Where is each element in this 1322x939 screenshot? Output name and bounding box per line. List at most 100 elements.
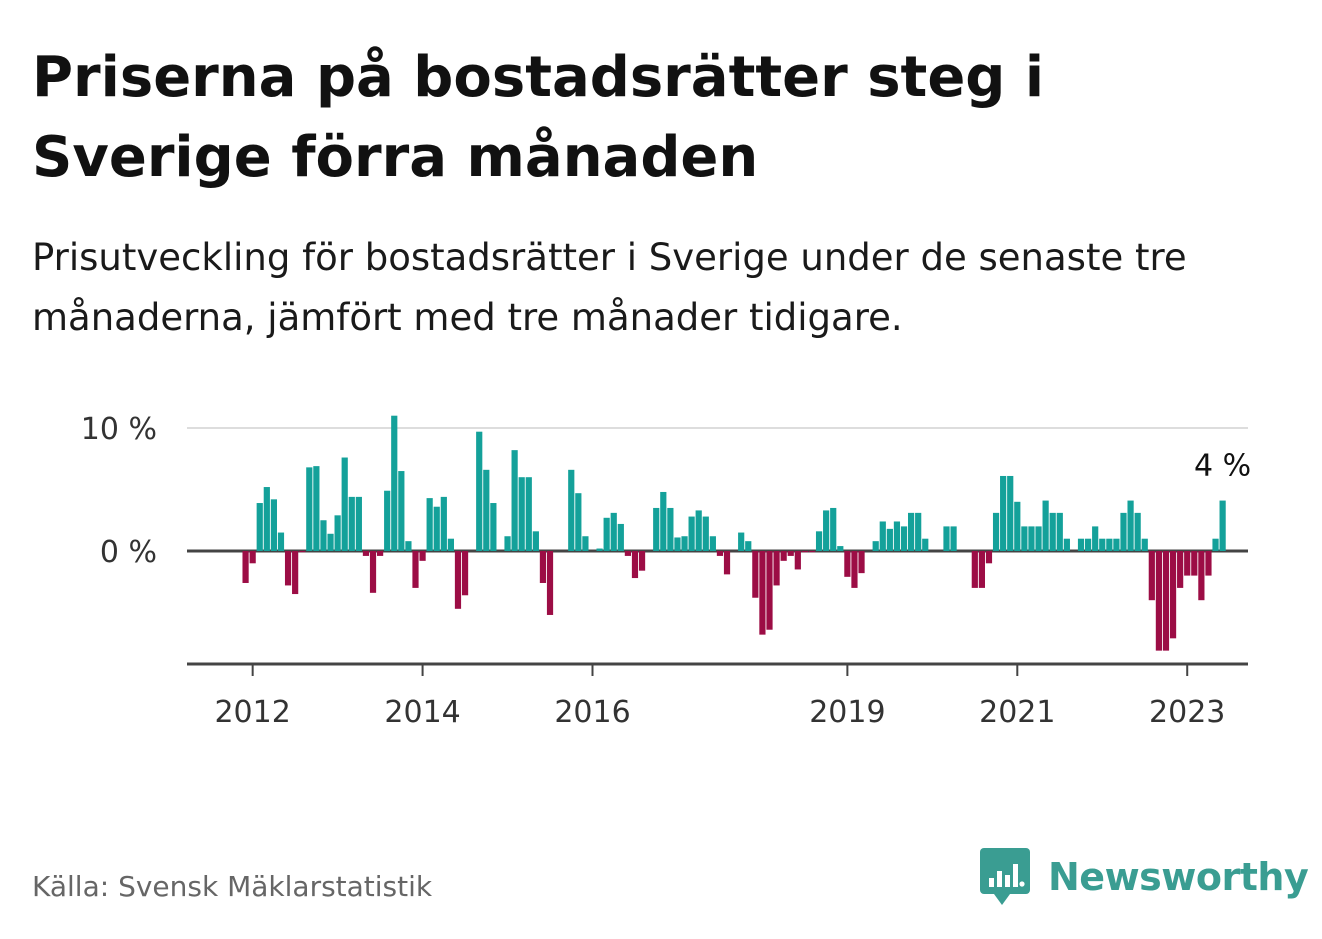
- bar: [306, 467, 313, 551]
- bar: [384, 490, 391, 551]
- bar: [1134, 512, 1141, 551]
- bar: [709, 536, 716, 551]
- bar: [603, 517, 610, 551]
- bar: [490, 503, 497, 551]
- bar: [1021, 526, 1028, 551]
- bar: [348, 496, 355, 551]
- bar: [461, 551, 469, 596]
- bar: [815, 531, 823, 551]
- bar: [745, 541, 752, 551]
- bar: [624, 551, 631, 556]
- bar: [1106, 538, 1113, 551]
- bar: [1219, 500, 1226, 551]
- bar: [256, 503, 263, 551]
- bar: [794, 551, 801, 570]
- bar: [454, 551, 462, 609]
- bar: [504, 536, 511, 551]
- bar: [525, 477, 532, 551]
- bar: [270, 499, 277, 551]
- bar: [539, 551, 547, 583]
- bar: [872, 541, 879, 551]
- bar: [412, 551, 419, 588]
- bar: [716, 551, 724, 556]
- bar: [440, 496, 447, 551]
- bar: [773, 551, 780, 586]
- bar: [1077, 538, 1085, 551]
- bar: [1169, 551, 1177, 639]
- bar: [617, 523, 624, 551]
- x-tick-label: 2016: [554, 695, 630, 730]
- bar: [1127, 500, 1134, 551]
- bar: [908, 512, 915, 551]
- bar: [1184, 551, 1191, 576]
- bar: [1063, 538, 1070, 551]
- bar: [369, 551, 377, 593]
- bar: [681, 536, 688, 551]
- bar: [1148, 551, 1155, 601]
- y-tick-label-0: 0 %: [100, 535, 157, 570]
- source-note: Källa: Svensk Mäklarstatistik: [32, 870, 433, 903]
- last-value-label: 4 %: [1194, 449, 1251, 484]
- bar: [1049, 512, 1056, 551]
- bar: [419, 551, 426, 561]
- bar: [823, 510, 830, 551]
- bar: [695, 510, 702, 551]
- bar: [355, 496, 362, 551]
- bar: [922, 538, 929, 551]
- bar: [568, 469, 575, 551]
- bar: [971, 551, 978, 588]
- bar: [511, 450, 518, 551]
- bar: [447, 538, 454, 551]
- bar: [766, 551, 773, 630]
- bar: [1120, 512, 1127, 551]
- bar: [518, 477, 525, 551]
- bar: [582, 536, 589, 551]
- bar: [844, 551, 851, 577]
- bar: [688, 516, 695, 551]
- bar: [738, 532, 745, 551]
- newsworthy-logo[interactable]: Newsworthy: [980, 848, 1309, 906]
- bar: [801, 551, 808, 553]
- bar: [1191, 551, 1198, 576]
- bar: [377, 551, 384, 556]
- x-tick-label: 2019: [809, 695, 885, 730]
- x-tick-label: 2021: [979, 695, 1055, 730]
- bar: [723, 551, 731, 575]
- bar: [631, 551, 639, 579]
- bar: [334, 515, 341, 551]
- bar: [433, 506, 440, 551]
- bar: [299, 551, 306, 553]
- bar: [1042, 500, 1049, 551]
- bar: [292, 551, 299, 595]
- bar-chart-logo-icon: [980, 848, 1030, 905]
- bar: [1028, 526, 1035, 551]
- bar: [1099, 538, 1106, 551]
- bar: [638, 551, 646, 571]
- bar: [851, 551, 858, 588]
- bar: [978, 551, 985, 588]
- bar: [1177, 551, 1184, 588]
- brand-name: Newsworthy: [1048, 855, 1309, 899]
- bar: [1014, 501, 1021, 551]
- bar: [752, 551, 759, 598]
- bar: [1162, 551, 1170, 651]
- bar: [1141, 538, 1148, 551]
- bar: [398, 471, 405, 551]
- bar: [242, 551, 249, 583]
- bar: [780, 551, 787, 561]
- bar: [893, 521, 901, 551]
- bar: [759, 551, 766, 635]
- bar: [277, 532, 285, 551]
- bar: [830, 507, 837, 551]
- bar: [943, 526, 950, 551]
- bar: [992, 512, 1000, 551]
- bar: [575, 493, 582, 551]
- bar: [263, 487, 270, 551]
- bar: [249, 551, 256, 564]
- bar: [284, 551, 292, 586]
- bar: [1085, 538, 1092, 551]
- bar: [879, 521, 886, 551]
- x-axis-ticks: 2012 2014 2016 2019 2021 2023: [214, 664, 1225, 730]
- x-tick-label: 2012: [214, 695, 290, 730]
- bar: [426, 498, 433, 551]
